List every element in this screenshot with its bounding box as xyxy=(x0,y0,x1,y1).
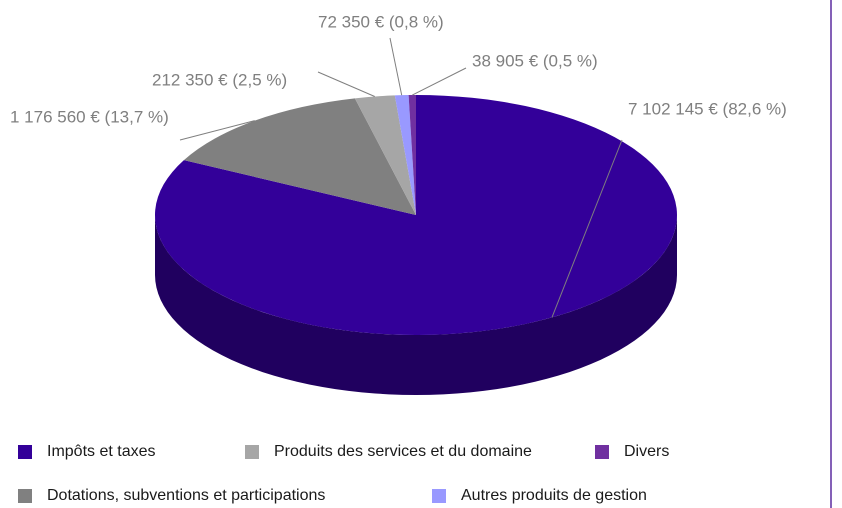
legend-swatch xyxy=(18,489,32,503)
data-label: 212 350 € (2,5 %) xyxy=(152,70,287,89)
legend-swatch xyxy=(432,489,446,503)
data-label: 72 350 € (0,8 %) xyxy=(318,12,444,31)
slice xyxy=(408,95,416,215)
legend-label: Divers xyxy=(624,443,669,460)
leader-line xyxy=(179,120,255,141)
slice xyxy=(183,98,416,215)
legend-label: Autres produits de gestion xyxy=(461,487,647,504)
data-label: 38 905 € (0,5 %) xyxy=(472,51,598,70)
legend-swatch xyxy=(245,445,259,459)
slice-side xyxy=(155,215,677,395)
slice xyxy=(394,95,416,215)
leader-line xyxy=(389,37,403,96)
data-label: 7 102 145 € (82,6 %) xyxy=(628,99,787,118)
legend-label: Impôts et taxes xyxy=(47,443,156,460)
slice xyxy=(154,95,677,336)
legend-swatch xyxy=(595,445,609,459)
slice xyxy=(354,95,416,215)
data-label: 1 176 560 € (13,7 %) xyxy=(10,107,169,126)
leader-line xyxy=(551,139,623,318)
legend-label: Dotations, subventions et participations xyxy=(47,487,325,504)
legend-label: Produits des services et du domaine xyxy=(274,443,532,460)
leader-line xyxy=(412,67,467,96)
leader-line xyxy=(317,71,375,97)
legend-swatch xyxy=(18,445,32,459)
